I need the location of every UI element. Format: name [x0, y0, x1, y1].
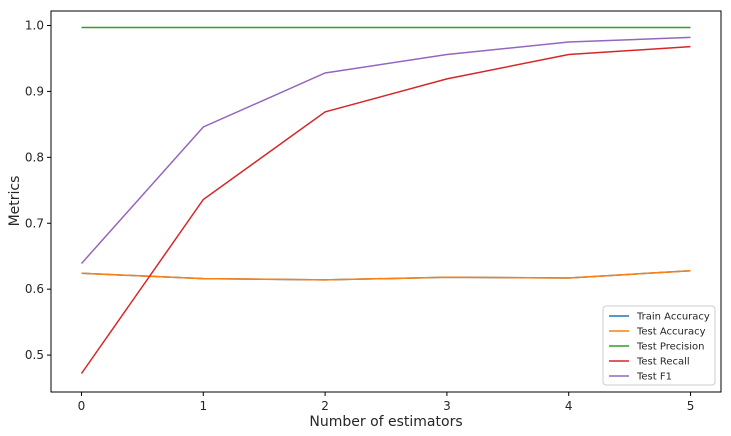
y-tick-label: 1.0	[25, 19, 44, 33]
legend-label: Test Precision	[636, 342, 705, 353]
legend-label: Train Accuracy	[636, 312, 710, 323]
x-tick-label: 1	[199, 399, 207, 413]
x-tick-label: 3	[443, 399, 451, 413]
y-tick-label: 0.6	[25, 282, 44, 296]
x-axis-label: Number of estimators	[309, 414, 462, 430]
x-tick-label: 5	[687, 399, 695, 413]
series-lines	[80, 26, 691, 374]
x-axis: 0 1 2 3 4 5	[78, 392, 695, 413]
series-line-test-f1	[80, 36, 691, 264]
legend-label: Test F1	[636, 372, 672, 383]
legend: Train Accuracy Test Accuracy Test Precisio…	[602, 305, 716, 386]
y-tick-label: 0.9	[25, 84, 44, 98]
legend-box	[602, 305, 716, 386]
y-tick-label: 0.5	[25, 348, 44, 362]
y-axis-label: Metrics	[7, 176, 23, 227]
series-line-test-recall	[80, 45, 691, 374]
series-line-test-accuracy	[81, 269, 691, 281]
y-tick-label: 0.7	[25, 216, 44, 230]
x-tick-label: 4	[565, 399, 573, 413]
x-tick-label: 2	[321, 399, 329, 413]
x-tick-label: 0	[78, 399, 86, 413]
y-tick-label: 0.8	[25, 150, 44, 164]
y-axis: 0.5 0.6 0.7 0.8 0.9 1.0	[25, 19, 51, 362]
legend-label: Test Recall	[636, 357, 690, 368]
legend-label: Test Accuracy	[636, 327, 706, 338]
